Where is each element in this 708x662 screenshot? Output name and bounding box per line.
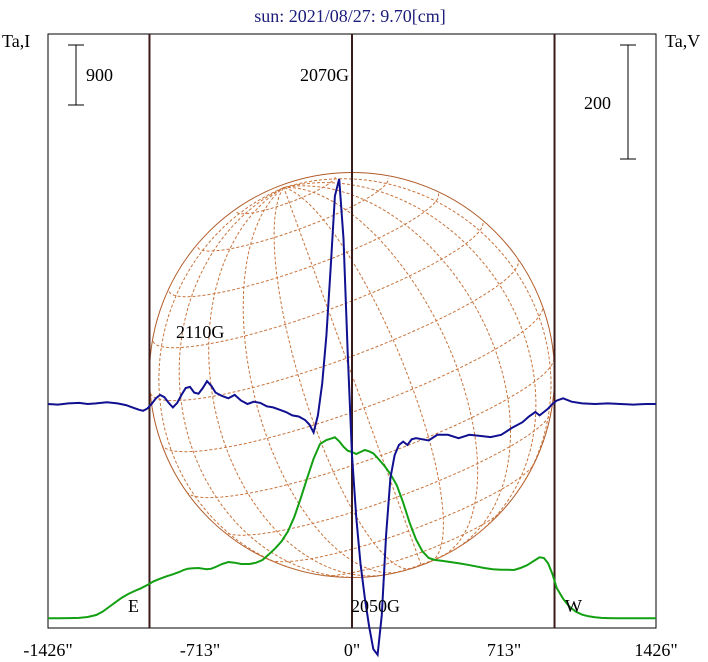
heliographic-grid-line bbox=[283, 186, 479, 558]
heliographic-grid-line bbox=[283, 187, 444, 562]
heliographic-grid-line bbox=[236, 175, 337, 215]
heliographic-grid-line bbox=[150, 259, 520, 402]
heliographic-grid-line bbox=[186, 358, 555, 499]
annotation-2070g: 2070G bbox=[300, 65, 349, 85]
x-tick-label: 1426" bbox=[634, 640, 677, 660]
solar-disk bbox=[148, 171, 556, 579]
heliographic-grid-line bbox=[197, 177, 389, 252]
heliographic-grid-line bbox=[283, 187, 422, 566]
x-tick-label: -1426" bbox=[23, 640, 72, 660]
annotation-2110g: 2110G bbox=[176, 322, 224, 342]
chart-title: sun: 2021/08/27: 9.70[cm] bbox=[254, 6, 446, 26]
heliographic-grid-line bbox=[283, 182, 537, 535]
heliographic-grid-line bbox=[242, 187, 402, 574]
heliographic-grid-line bbox=[223, 411, 552, 536]
left-axis-label: Ta,I bbox=[2, 31, 30, 51]
right-axis-label: Ta,V bbox=[665, 31, 700, 51]
intensity-scale-bar bbox=[68, 44, 84, 106]
annotation-2050g: 2050G bbox=[351, 596, 400, 616]
intensity-series-line bbox=[48, 436, 656, 620]
polarization-scale-bar bbox=[620, 44, 636, 160]
x-tick-label: 0" bbox=[344, 640, 360, 660]
heliographic-grid-line bbox=[283, 185, 511, 550]
west-limb-label: W bbox=[565, 596, 582, 616]
intensity-scale-label: 900 bbox=[86, 65, 113, 85]
heliographic-grid-line bbox=[208, 187, 386, 577]
polarization-series-line bbox=[47, 178, 656, 658]
heliographic-grid-line bbox=[273, 187, 411, 570]
east-limb-label: E bbox=[128, 596, 139, 616]
heliographic-grid-line bbox=[283, 178, 552, 493]
x-tick-label: -713" bbox=[180, 640, 220, 660]
heliographic-grid-line bbox=[158, 187, 302, 572]
x-tick-label: 713" bbox=[487, 640, 521, 660]
polarization-scale-label: 200 bbox=[584, 93, 611, 113]
heliographic-grid-line bbox=[178, 187, 359, 578]
